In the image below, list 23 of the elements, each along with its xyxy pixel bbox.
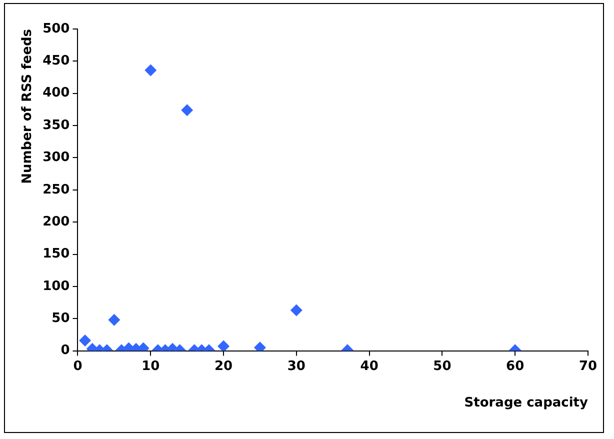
- y-tick-label: 300: [42, 150, 70, 166]
- x-tick-label: 30: [287, 358, 306, 374]
- x-tick-label: 20: [214, 358, 233, 374]
- y-tick-label: 100: [42, 278, 70, 294]
- y-tick-label: 200: [42, 214, 70, 230]
- point: [144, 64, 157, 76]
- y-tick-label: 450: [42, 54, 70, 69]
- x-tick-label: 70: [578, 358, 598, 374]
- y-tick-label: 150: [42, 246, 70, 262]
- y-tick-label: 250: [42, 182, 70, 198]
- y-axis-title: Number of RSS feeds: [20, 28, 36, 184]
- x-tick-label: 60: [506, 358, 524, 374]
- x-tick-label: 50: [433, 358, 452, 374]
- x-tick-label: 40: [360, 358, 378, 374]
- y-tick-label: 400: [42, 86, 70, 101]
- y-tick-label: 500: [42, 21, 70, 36]
- y-tick-label: 350: [42, 118, 70, 133]
- x-tick-label: 10: [142, 358, 160, 374]
- x-tick-label: 0: [73, 358, 82, 374]
- point: [181, 104, 194, 116]
- x-axis-title: Storage capacity: [464, 396, 589, 411]
- y-tick-label: 0: [60, 343, 70, 358]
- y-tick-label: 50: [52, 310, 70, 326]
